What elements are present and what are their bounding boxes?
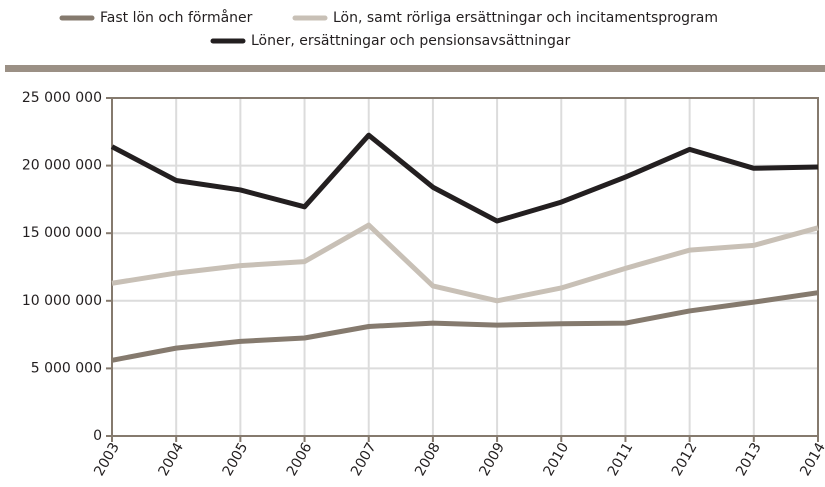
x-tick-label: 2007 bbox=[348, 440, 380, 479]
series-line bbox=[110, 132, 819, 224]
y-tick-label: 25 000 000 bbox=[22, 90, 102, 106]
legend-label: Löner, ersättningar och pensionsavsättni… bbox=[251, 33, 570, 49]
plot-frame bbox=[111, 97, 819, 437]
x-tick-label: 2006 bbox=[284, 440, 316, 479]
legend-label: Fast lön och förmåner bbox=[100, 9, 253, 26]
x-tick-label: 2004 bbox=[155, 440, 187, 479]
legend-label: Lön, samt rörliga ersättningar och incit… bbox=[333, 10, 718, 26]
y-tick-label: 0 bbox=[93, 428, 102, 444]
y-tick-label: 5 000 000 bbox=[31, 360, 102, 376]
header-rule bbox=[5, 65, 825, 72]
series-line bbox=[111, 290, 819, 363]
y-tick-label: 10 000 000 bbox=[22, 293, 102, 309]
x-tick-label: 2009 bbox=[476, 440, 508, 479]
x-tick-label: 2013 bbox=[733, 440, 765, 479]
x-tick-label: 2012 bbox=[669, 440, 701, 479]
y-tick-label: 20 000 000 bbox=[22, 158, 102, 174]
y-tick-label: 15 000 000 bbox=[22, 225, 102, 241]
x-tick-label: 2010 bbox=[541, 440, 573, 479]
x-tick-label: 2008 bbox=[412, 440, 444, 479]
x-tick-label: 2003 bbox=[91, 440, 123, 479]
series-line bbox=[111, 222, 819, 304]
x-tick-label: 2014 bbox=[797, 440, 825, 479]
x-tick-label: 2011 bbox=[605, 440, 637, 479]
x-tick-label: 2005 bbox=[220, 440, 252, 479]
